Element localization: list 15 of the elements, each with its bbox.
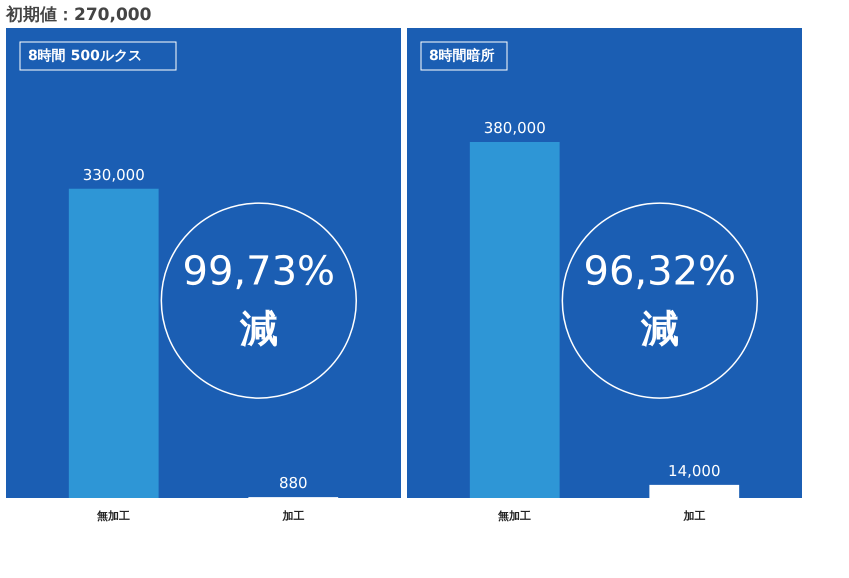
data-label: 880 (278, 474, 308, 492)
annotation: 減 (238, 306, 278, 351)
x-tick-label: 加工 (682, 510, 706, 522)
annotation: 減 (640, 306, 679, 351)
x-tick-label: 加工 (281, 510, 304, 522)
data-label: 380,000 (484, 118, 546, 137)
annotation: 99,73% (182, 248, 336, 295)
x-tick-label: 無加工 (497, 510, 532, 522)
chart-subtitle: 初期値：270,000 (5, 5, 152, 25)
chart-title: 8時間暗所 (429, 47, 495, 64)
x-tick-label: 無加工 (96, 510, 130, 522)
data-label: 330,000 (82, 166, 145, 184)
annotation: 96,32% (584, 248, 736, 295)
chart-title: 8時間 500ルクス (28, 48, 142, 64)
data-label: 14,000 (668, 462, 721, 480)
